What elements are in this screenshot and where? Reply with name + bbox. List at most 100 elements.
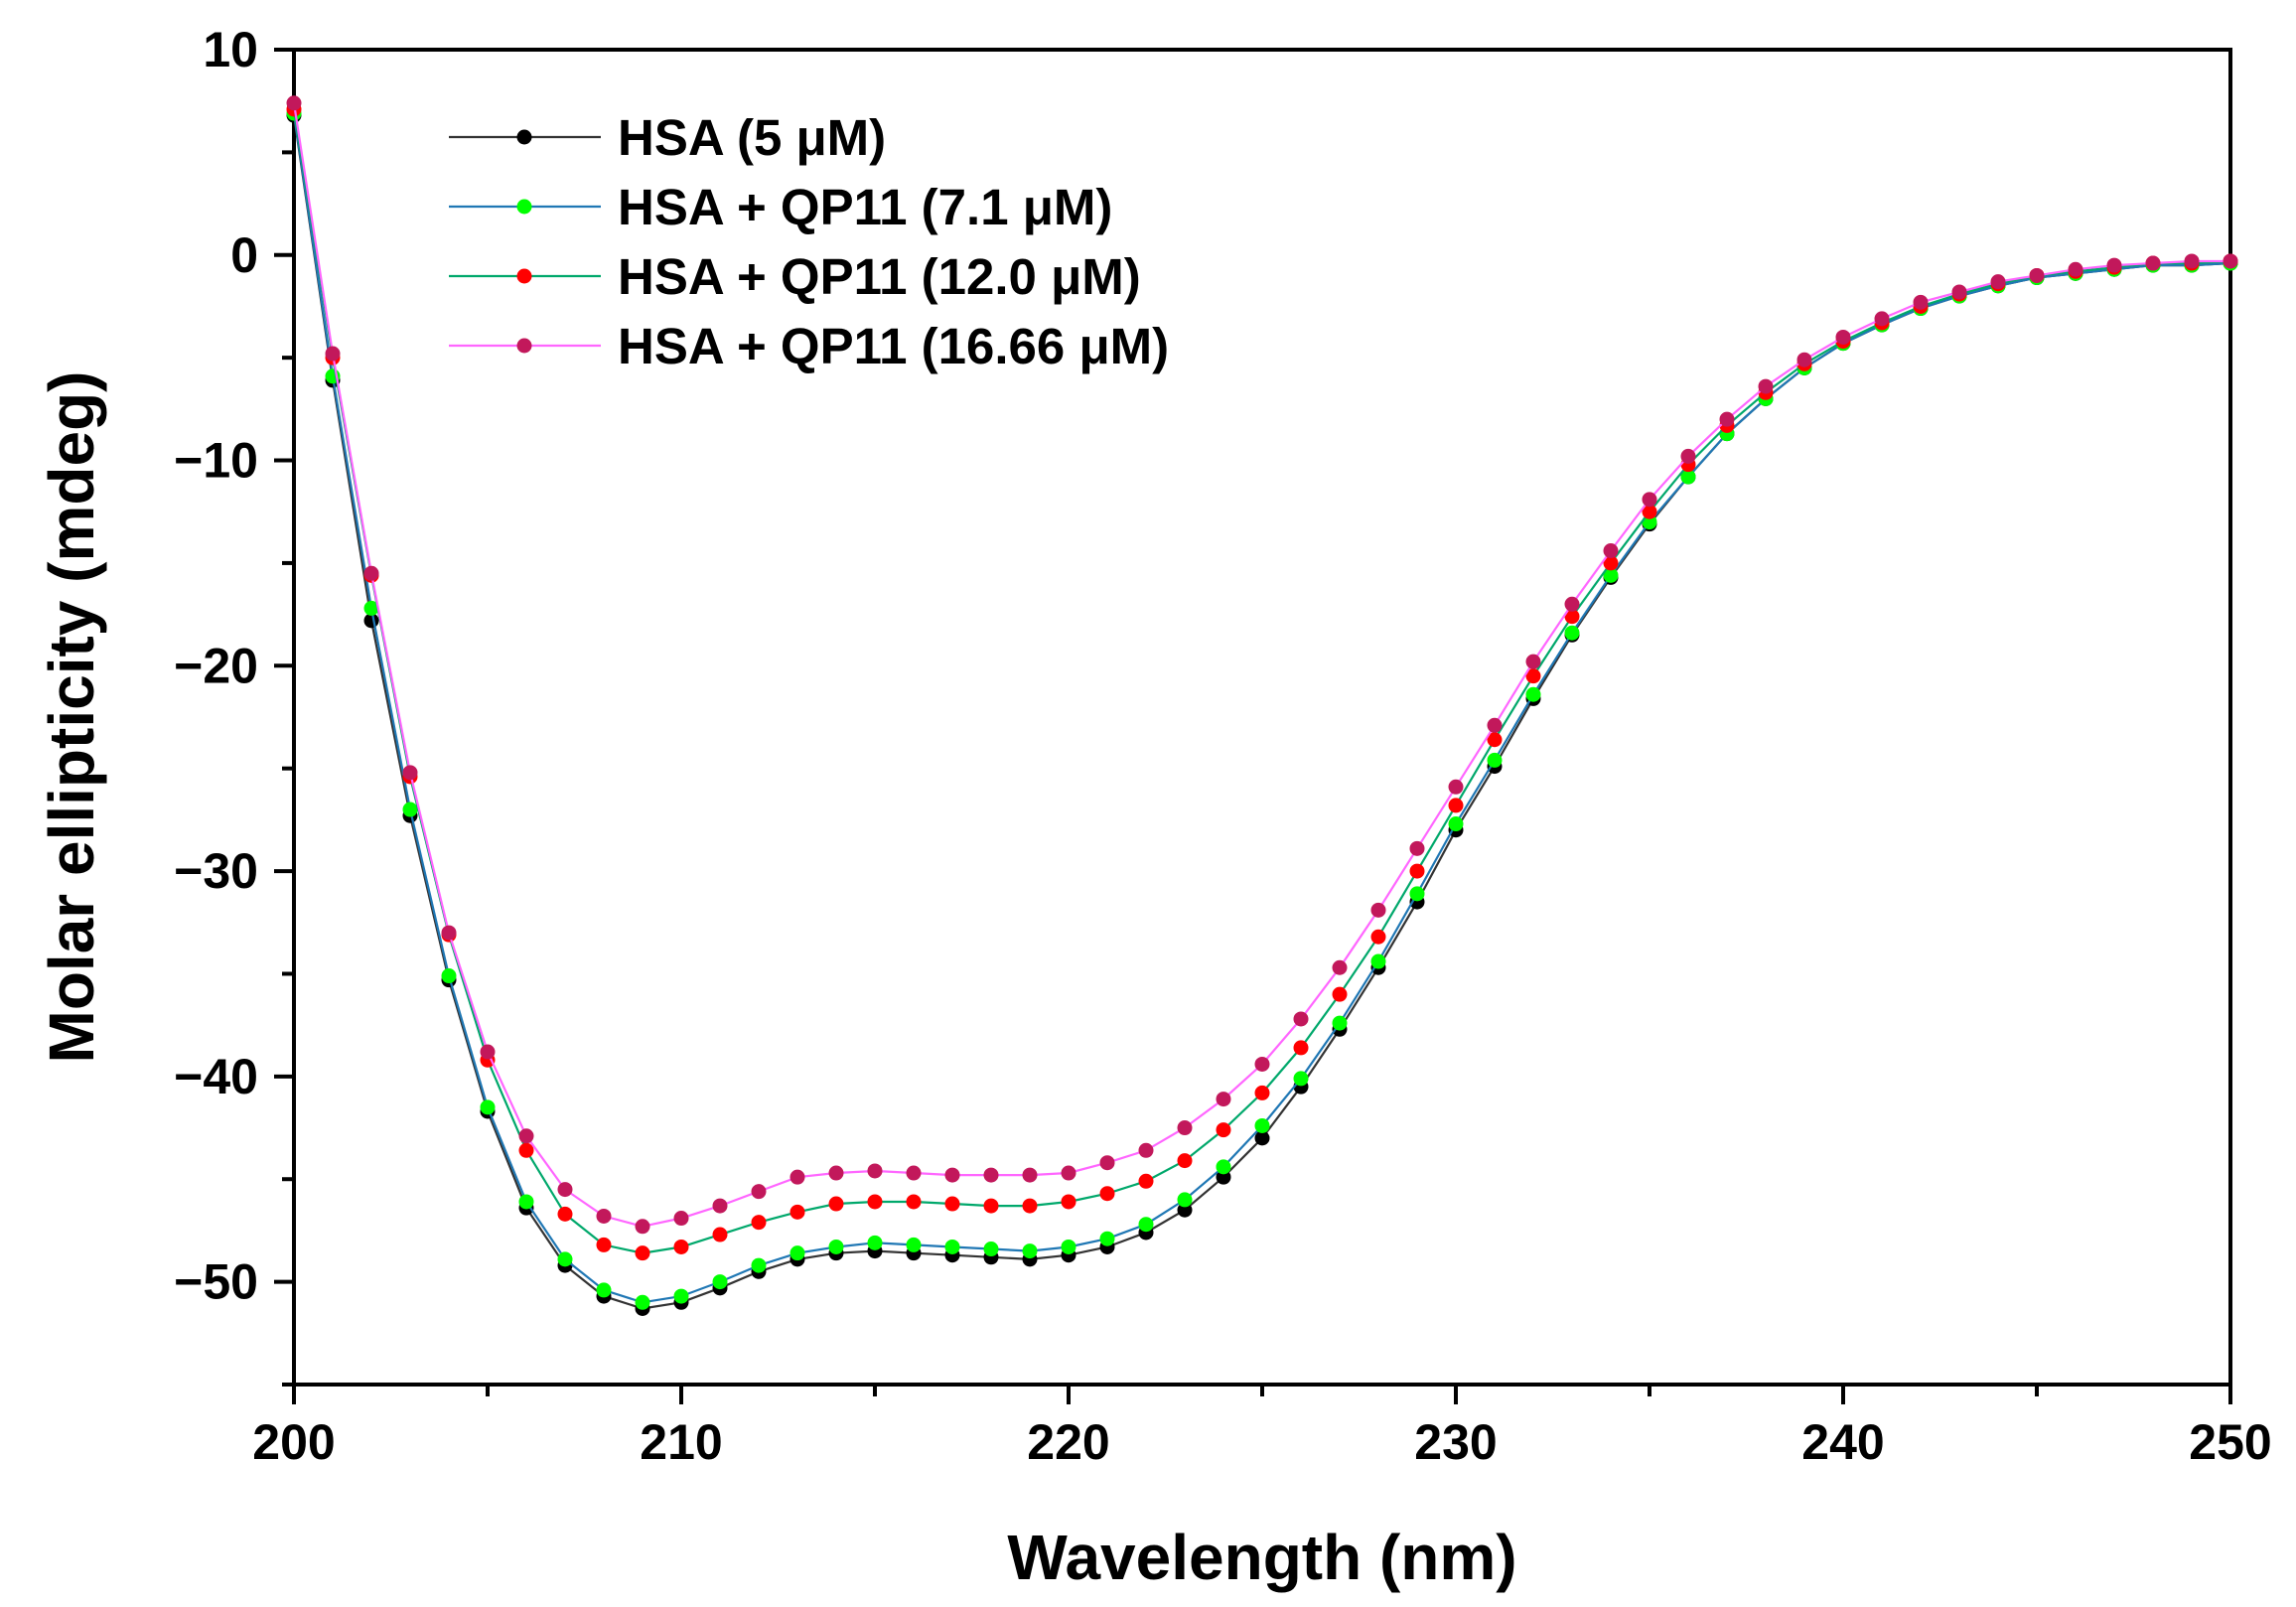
data-point bbox=[2106, 257, 2122, 273]
data-point bbox=[1177, 1192, 1193, 1208]
data-point bbox=[1564, 609, 1580, 625]
data-point bbox=[828, 1196, 844, 1212]
x-tick-label: 210 bbox=[640, 1414, 722, 1470]
tick-marks bbox=[274, 48, 2232, 1404]
x-tick-label: 200 bbox=[252, 1414, 335, 1470]
data-point bbox=[286, 95, 302, 111]
data-point bbox=[2029, 267, 2045, 283]
data-point bbox=[596, 1237, 612, 1252]
data-point bbox=[673, 1239, 689, 1254]
data-point bbox=[906, 1237, 922, 1252]
data-point bbox=[1680, 448, 1696, 464]
data-point bbox=[944, 1167, 960, 1183]
data-point bbox=[1254, 1085, 1270, 1100]
data-point bbox=[480, 1099, 496, 1115]
data-point bbox=[1564, 625, 1580, 641]
data-point bbox=[1022, 1167, 1038, 1183]
data-point bbox=[635, 1294, 650, 1310]
data-point bbox=[1642, 504, 1657, 519]
x-tick-label: 250 bbox=[2189, 1414, 2271, 1470]
data-point bbox=[1293, 1011, 1309, 1027]
legend-marker bbox=[516, 268, 532, 284]
x-tick-label: 230 bbox=[1414, 1414, 1497, 1470]
y-tick-label: 10 bbox=[203, 22, 258, 77]
legend-item-4: HSA + QP11 (16.66 μM) bbox=[449, 318, 1169, 374]
data-point bbox=[441, 925, 457, 941]
data-point bbox=[1254, 1056, 1270, 1072]
data-point bbox=[983, 1242, 999, 1257]
data-point bbox=[1874, 311, 1890, 327]
data-point bbox=[557, 1206, 573, 1222]
data-point bbox=[1487, 717, 1503, 733]
y-tick-label: −40 bbox=[174, 1049, 258, 1104]
data-point bbox=[635, 1219, 650, 1235]
data-point bbox=[1913, 294, 1929, 310]
data-point bbox=[1022, 1243, 1038, 1259]
series-1 bbox=[286, 107, 2238, 1316]
data-point bbox=[751, 1257, 767, 1273]
x-tick-label: 220 bbox=[1027, 1414, 1109, 1470]
data-point bbox=[712, 1274, 728, 1290]
legend-label: HSA + QP11 (12.0 μM) bbox=[618, 248, 1141, 305]
data-point bbox=[596, 1282, 612, 1298]
data-point bbox=[1138, 1142, 1154, 1158]
data-point bbox=[1448, 779, 1464, 795]
data-point bbox=[1293, 1071, 1309, 1087]
legend-label: HSA (5 μM) bbox=[618, 109, 886, 166]
data-point bbox=[557, 1251, 573, 1267]
data-point bbox=[1138, 1217, 1154, 1233]
data-point bbox=[363, 565, 379, 581]
data-point bbox=[1642, 492, 1657, 508]
data-point bbox=[944, 1196, 960, 1212]
data-point bbox=[1525, 654, 1541, 669]
data-point bbox=[673, 1211, 689, 1227]
data-point bbox=[1216, 1169, 1231, 1185]
data-point bbox=[1835, 329, 1851, 345]
data-point bbox=[944, 1239, 960, 1254]
data-point bbox=[441, 968, 457, 984]
legend-item-3: HSA + QP11 (12.0 μM) bbox=[449, 248, 1141, 305]
legend-marker bbox=[516, 199, 532, 215]
data-point bbox=[1409, 886, 1425, 902]
data-point bbox=[1719, 411, 1735, 427]
data-point bbox=[2068, 261, 2083, 277]
data-point bbox=[789, 1169, 805, 1185]
data-point bbox=[1099, 1231, 1115, 1246]
data-point bbox=[712, 1227, 728, 1242]
y-tick-label: −50 bbox=[174, 1254, 258, 1310]
data-point bbox=[1099, 1186, 1115, 1202]
y-tick-label: −30 bbox=[174, 843, 258, 899]
data-point bbox=[1525, 668, 1541, 684]
plot-frame bbox=[292, 48, 2232, 1387]
data-point bbox=[1138, 1173, 1154, 1189]
data-point bbox=[1099, 1155, 1115, 1171]
data-point bbox=[1409, 863, 1425, 879]
data-point bbox=[1061, 1239, 1076, 1254]
data-point bbox=[828, 1239, 844, 1254]
data-point bbox=[867, 1194, 883, 1210]
data-point bbox=[712, 1198, 728, 1214]
legend-marker bbox=[516, 338, 532, 354]
series-line bbox=[292, 108, 2231, 1254]
data-point bbox=[1216, 1122, 1231, 1138]
data-point bbox=[789, 1204, 805, 1220]
data-point bbox=[867, 1235, 883, 1250]
data-point bbox=[1448, 798, 1464, 813]
data-point bbox=[518, 1194, 534, 1210]
data-point bbox=[867, 1163, 883, 1179]
data-point bbox=[1990, 274, 2006, 290]
data-point bbox=[828, 1165, 844, 1181]
data-point bbox=[1603, 555, 1619, 571]
data-point bbox=[2223, 253, 2238, 269]
data-point bbox=[1332, 1015, 1348, 1031]
data-point bbox=[1487, 732, 1503, 748]
data-point bbox=[983, 1167, 999, 1183]
y-tick-label: 0 bbox=[230, 227, 258, 283]
x-tick-label: 240 bbox=[1801, 1414, 1884, 1470]
data-point bbox=[983, 1198, 999, 1214]
data-point bbox=[1796, 352, 1812, 367]
series-4 bbox=[286, 95, 2238, 1235]
data-point bbox=[557, 1182, 573, 1198]
y-axis-title: Molar ellipticity (mdeg) bbox=[36, 371, 107, 1064]
data-point bbox=[1448, 816, 1464, 832]
